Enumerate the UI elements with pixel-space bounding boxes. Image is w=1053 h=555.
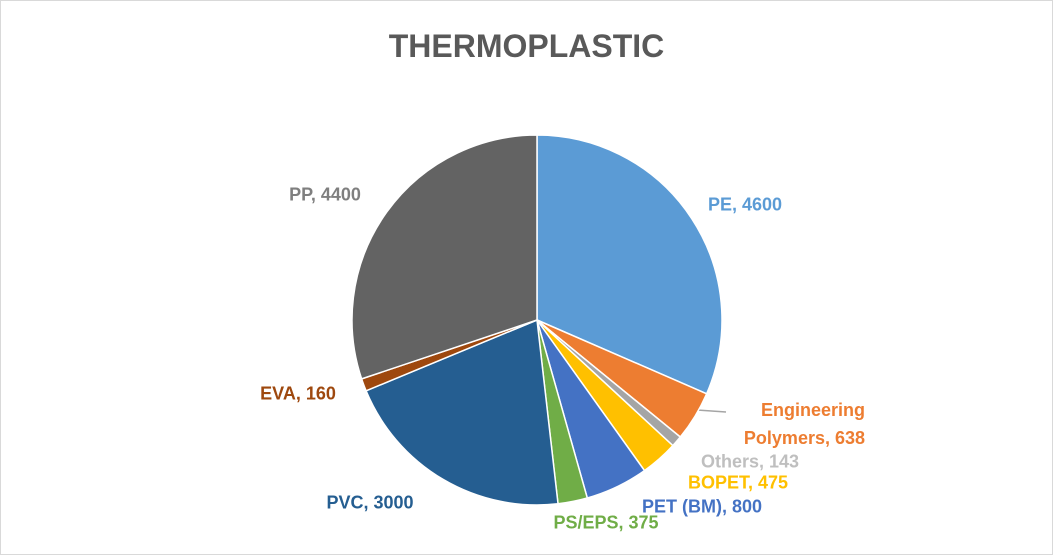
data-label: PVC, 3000 [326,492,414,513]
data-label: EVA, 160 [260,383,336,404]
leader-line [696,409,727,413]
data-label: PS/EPS, 375 [553,512,659,533]
data-label: BOPET, 475 [687,472,789,493]
data-label: PE, 4600 [707,194,783,215]
pie-slice [351,134,538,380]
data-label: Engineering Polymers, 638 [743,400,865,448]
data-label: PET (BM), 800 [641,496,763,517]
pie-slice [365,318,559,506]
data-label: Others, 143 [700,451,800,472]
pie-slice [536,134,723,395]
chart-title: THERMOPLASTIC [388,28,665,64]
data-label: PP, 4400 [289,184,361,205]
